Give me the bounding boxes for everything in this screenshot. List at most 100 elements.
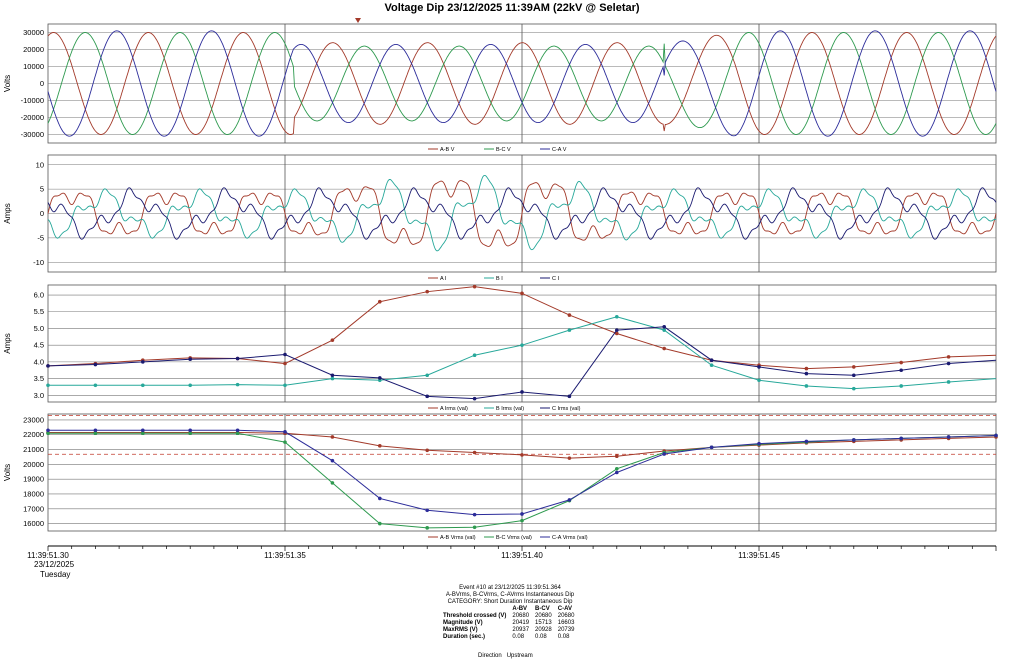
data-point	[615, 328, 619, 332]
data-point	[899, 436, 903, 441]
data-point	[330, 481, 335, 485]
data-point	[899, 360, 903, 365]
y-tick-label: 10	[36, 160, 44, 169]
data-point	[946, 355, 951, 359]
data-point	[283, 429, 287, 434]
data-point	[425, 448, 430, 453]
direction-value: Upstream	[506, 653, 533, 659]
data-point	[709, 358, 714, 363]
data-point	[662, 324, 666, 329]
data-point	[188, 357, 192, 362]
y-tick-label: 5	[40, 185, 44, 194]
data-point	[378, 376, 382, 380]
data-point	[235, 382, 240, 387]
cell: 15713	[535, 620, 552, 626]
x-tick-label: 11:39:51.40	[501, 551, 543, 560]
data-point	[93, 362, 98, 367]
data-point	[330, 376, 335, 381]
legend-entry: C-A V	[552, 147, 567, 153]
y-tick-label: 16000	[23, 519, 44, 528]
y-tick-label: 6.0	[34, 291, 44, 300]
cell: 20680	[535, 613, 552, 619]
cell: 0.08	[512, 634, 525, 640]
y-tick-label: 5.0	[34, 324, 44, 333]
y-tick-label: -30000	[21, 130, 44, 139]
data-point	[93, 428, 98, 433]
data-point	[615, 331, 619, 336]
event-marker-icon	[355, 18, 361, 23]
data-point	[520, 390, 524, 394]
data-point	[425, 526, 430, 530]
direction: Direction Upstream	[478, 653, 533, 659]
data-point	[852, 365, 856, 369]
data-point	[188, 431, 192, 436]
waveform-line	[47, 32, 997, 135]
data-point	[852, 386, 856, 391]
data-point	[615, 454, 619, 459]
data-point	[188, 428, 192, 433]
data-point	[330, 458, 335, 463]
data-point	[330, 373, 335, 378]
data-point	[804, 384, 809, 388]
data-point	[520, 453, 524, 457]
legend-entry: B-C V	[496, 147, 511, 153]
col-header: B-CV	[535, 606, 550, 612]
y-axis-label: Volts	[3, 464, 12, 481]
y-tick-label: 10000	[23, 62, 44, 71]
data-point	[472, 353, 477, 358]
data-point	[46, 431, 50, 436]
data-point	[804, 366, 809, 371]
y-tick-label: 3.5	[34, 374, 44, 383]
table-row: Duration (sec.) 0.08 0.08 0.08	[440, 634, 577, 641]
data-point	[709, 363, 714, 368]
data-point	[709, 445, 714, 450]
data-point	[378, 496, 382, 501]
data-point	[93, 431, 98, 436]
event-table: A-BV B-CV C-AV Threshold crossed (V) 206…	[440, 606, 577, 641]
col-header: C-AV	[557, 606, 572, 612]
row-label: Duration (sec.)	[443, 634, 486, 640]
legend-entry: B-C Vrms (val)	[496, 535, 532, 541]
cell: 16603	[557, 620, 575, 626]
data-point	[46, 383, 50, 388]
y-tick-label: 18000	[23, 489, 44, 498]
y-tick-label: 30000	[23, 28, 44, 37]
data-point	[472, 512, 477, 517]
event-category: CATEGORY: Short Duration Instantaneous D…	[447, 599, 573, 605]
x-day-label: Tuesday	[40, 570, 70, 579]
legend-entry: B Irms (val)	[496, 406, 524, 412]
data-point	[141, 431, 145, 436]
data-point	[283, 383, 287, 388]
data-point	[141, 360, 145, 364]
data-point	[283, 352, 287, 357]
data-point	[46, 364, 50, 368]
x-date-label: 23/12/2025	[34, 560, 75, 569]
data-point	[425, 373, 430, 378]
data-point	[946, 361, 951, 366]
data-point	[472, 284, 477, 289]
data-point	[567, 313, 572, 317]
cell: 20680	[557, 613, 575, 619]
y-tick-label: 23000	[23, 415, 44, 424]
data-point	[330, 435, 335, 439]
row-label: Threshold crossed (V)	[443, 613, 507, 619]
x-tick-label: 11:39:51.35	[264, 551, 306, 560]
legend-entry: A Irms (val)	[440, 406, 468, 412]
event-channels: A-BVrms, B-CVrms, C-AVrms Instantaneous …	[445, 592, 575, 598]
data-point	[899, 384, 903, 388]
y-tick-label: 20000	[23, 45, 44, 54]
data-point	[520, 291, 524, 296]
y-tick-label: 22000	[23, 430, 44, 439]
y-tick-label: 3.0	[34, 391, 44, 400]
legend-entry: B I	[496, 276, 503, 282]
data-point	[757, 378, 761, 383]
data-point	[235, 428, 240, 433]
data-point	[757, 441, 761, 446]
data-point	[46, 428, 50, 433]
y-axis-label: Amps	[3, 333, 12, 353]
data-point	[141, 428, 145, 433]
data-point	[425, 508, 430, 513]
legend-entry: A-B Vrms (val)	[440, 535, 476, 541]
y-tick-label: 21000	[23, 445, 44, 454]
table-row: Threshold crossed (V) 20680 20680 20680	[440, 613, 577, 620]
